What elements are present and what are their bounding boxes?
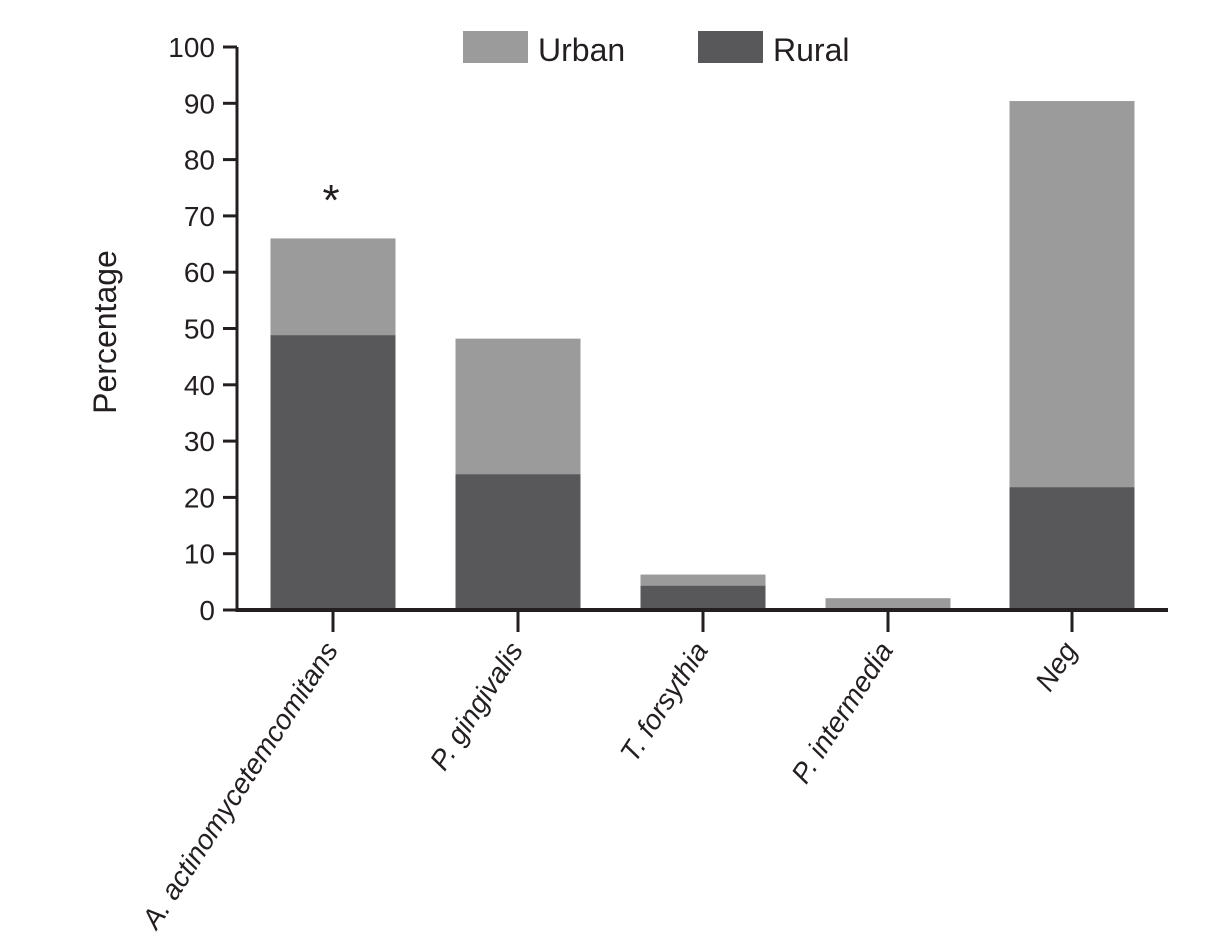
bar-rural xyxy=(455,474,581,610)
x-tick-label: P. gingivalis xyxy=(424,636,529,775)
bar-rural xyxy=(640,585,766,610)
y-tick-label: 20 xyxy=(184,482,215,513)
legend-swatch-rural xyxy=(698,31,763,63)
x-tick-label: Neg xyxy=(1029,636,1083,696)
bar-rural xyxy=(1009,487,1135,610)
bar-urban xyxy=(825,598,951,610)
legend: Urban Rural xyxy=(463,31,849,68)
x-tick-label: P. intermedia xyxy=(785,636,899,788)
y-tick-label: 40 xyxy=(184,370,215,401)
y-axis-label: Percentage xyxy=(87,250,123,414)
y-tick-label: 100 xyxy=(168,32,215,63)
y-tick-label: 60 xyxy=(184,257,215,288)
y-axis: 0 10 20 30 40 50 60 70 80 90 100 xyxy=(168,32,239,626)
y-tick-label: 0 xyxy=(199,595,215,626)
y-tick-label: 90 xyxy=(184,88,215,119)
legend-label-rural: Rural xyxy=(773,32,849,68)
legend-swatch-urban xyxy=(463,31,528,63)
legend-label-urban: Urban xyxy=(538,32,625,68)
bar-rural xyxy=(270,335,396,610)
y-tick-label: 10 xyxy=(184,539,215,570)
bars xyxy=(270,101,1135,611)
y-tick-label: 50 xyxy=(184,314,215,345)
x-tick-label: T. forsythia xyxy=(614,636,714,767)
significance-asterisk: * xyxy=(322,176,339,225)
y-tick-label: 70 xyxy=(184,201,215,232)
y-tick-label: 80 xyxy=(184,145,215,176)
x-tick-label: A. actinomycetemcomitans xyxy=(135,636,344,935)
annotations: * xyxy=(322,176,339,225)
y-tick-label: 30 xyxy=(184,426,215,457)
x-axis: A. actinomycetemcomitans P. gingivalis T. … xyxy=(135,608,1168,936)
